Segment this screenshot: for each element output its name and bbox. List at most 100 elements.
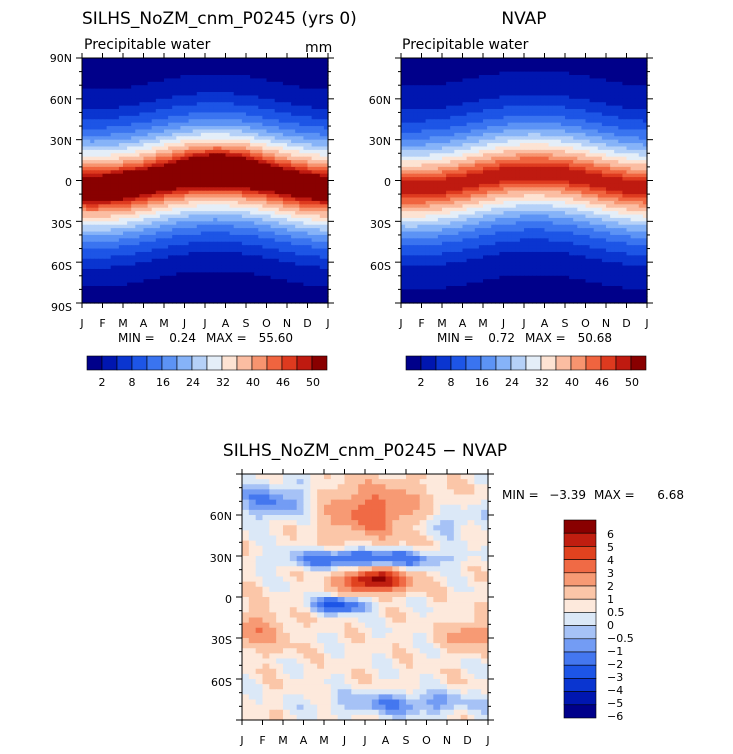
- heatmap-cell: [168, 235, 173, 239]
- heatmap-cell: [217, 174, 222, 178]
- heatmap-cell: [230, 187, 235, 191]
- heatmap-cell: [320, 157, 325, 161]
- heatmap-cell: [111, 255, 116, 259]
- heatmap-cell: [131, 255, 136, 259]
- heatmap-cell: [221, 85, 226, 89]
- heatmap-cell: [291, 245, 296, 249]
- heatmap-cell: [189, 136, 194, 140]
- heatmap-cell: [185, 170, 190, 174]
- heatmap-cell: [221, 136, 226, 140]
- heatmap-cell: [405, 85, 410, 89]
- heatmap-cell: [86, 296, 91, 300]
- heatmap-cell: [299, 112, 304, 116]
- heatmap-cell: [299, 208, 304, 212]
- heatmap-cell: [279, 174, 284, 178]
- heatmap-cell: [226, 61, 231, 65]
- heatmap-cell: [316, 112, 321, 116]
- heatmap-cell: [499, 75, 504, 79]
- heatmap-cell: [316, 208, 321, 212]
- heatmap-cell: [90, 201, 95, 205]
- heatmap-cell: [139, 283, 144, 287]
- heatmap-cell: [156, 259, 161, 263]
- heatmap-cell: [193, 201, 198, 205]
- heatmap-cell: [246, 249, 251, 253]
- heatmap-cell: [287, 283, 292, 287]
- heatmap-cell: [557, 85, 562, 89]
- heatmap-cell: [197, 112, 202, 116]
- heatmap-cell: [131, 170, 136, 174]
- heatmap-cell: [139, 255, 144, 259]
- heatmap-cell: [291, 136, 296, 140]
- heatmap-cell: [119, 255, 124, 259]
- heatmap-cell: [283, 259, 288, 263]
- heatmap-cell: [271, 255, 276, 259]
- heatmap-cell: [103, 136, 108, 140]
- heatmap-cell: [291, 286, 296, 290]
- heatmap-cell: [82, 245, 87, 249]
- heatmap-cell: [148, 249, 153, 253]
- heatmap-cell: [312, 218, 317, 222]
- heatmap-cell: [90, 269, 95, 273]
- heatmap-cell: [254, 136, 259, 140]
- heatmap-cell: [287, 296, 292, 300]
- heatmap-cell: [320, 245, 325, 249]
- heatmap-cell: [148, 61, 153, 65]
- heatmap-cell: [291, 296, 296, 300]
- heatmap-cell: [86, 136, 91, 140]
- heatmap-cell: [82, 136, 87, 140]
- heatmap-cell: [434, 75, 439, 79]
- heatmap-cell: [148, 235, 153, 239]
- heatmap-cell: [438, 85, 443, 89]
- heatmap-cell: [426, 61, 431, 65]
- heatmap-cell: [127, 99, 132, 103]
- heatmap-cell: [209, 249, 214, 253]
- heatmap-cell: [176, 184, 181, 188]
- heatmap-cell: [291, 174, 296, 178]
- heatmap-cell: [242, 174, 247, 178]
- heatmap-cell: [267, 201, 272, 205]
- heatmap-cell: [242, 136, 247, 140]
- heatmap-cell: [258, 296, 263, 300]
- heatmap-cell: [123, 235, 128, 239]
- heatmap-cell: [271, 75, 276, 79]
- heatmap-cell: [103, 85, 108, 89]
- heatmap-cell: [197, 123, 202, 127]
- heatmap-cell: [127, 170, 132, 174]
- heatmap-cell: [217, 218, 222, 222]
- heatmap-cell: [213, 249, 218, 253]
- heatmap-cell: [267, 157, 272, 161]
- heatmap-cell: [226, 157, 231, 161]
- heatmap-cell: [180, 198, 185, 202]
- heatmap-cell: [176, 174, 181, 178]
- heatmap-cell: [454, 85, 459, 89]
- heatmap-cell: [299, 269, 304, 273]
- heatmap-cell: [107, 136, 112, 140]
- heatmap-cell: [561, 85, 566, 89]
- heatmap-cell: [148, 208, 153, 212]
- heatmap-cell: [131, 269, 136, 273]
- heatmap-cell: [197, 75, 202, 79]
- heatmap-cell: [172, 123, 177, 127]
- heatmap-cell: [98, 157, 103, 161]
- heatmap-cell: [308, 170, 313, 174]
- heatmap-cell: [152, 75, 157, 79]
- heatmap-cell: [217, 283, 222, 287]
- heatmap-cell: [221, 160, 226, 164]
- heatmap-cell: [115, 245, 120, 249]
- heatmap-cell: [254, 126, 259, 130]
- heatmap-cell: [123, 123, 128, 127]
- heatmap-cell: [98, 235, 103, 239]
- heatmap-cell: [303, 221, 308, 225]
- heatmap-cell: [98, 61, 103, 65]
- heatmap-cell: [164, 269, 169, 273]
- heatmap-cell: [516, 61, 521, 65]
- heatmap-cell: [197, 61, 202, 65]
- heatmap-cell: [135, 208, 140, 212]
- panel-model-heatmap: [82, 58, 329, 304]
- heatmap-cell: [160, 232, 165, 236]
- heatmap-cell: [139, 99, 144, 103]
- heatmap-cell: [197, 221, 202, 225]
- heatmap-cell: [172, 296, 177, 300]
- heatmap-cell: [185, 187, 190, 191]
- heatmap-cell: [115, 198, 120, 202]
